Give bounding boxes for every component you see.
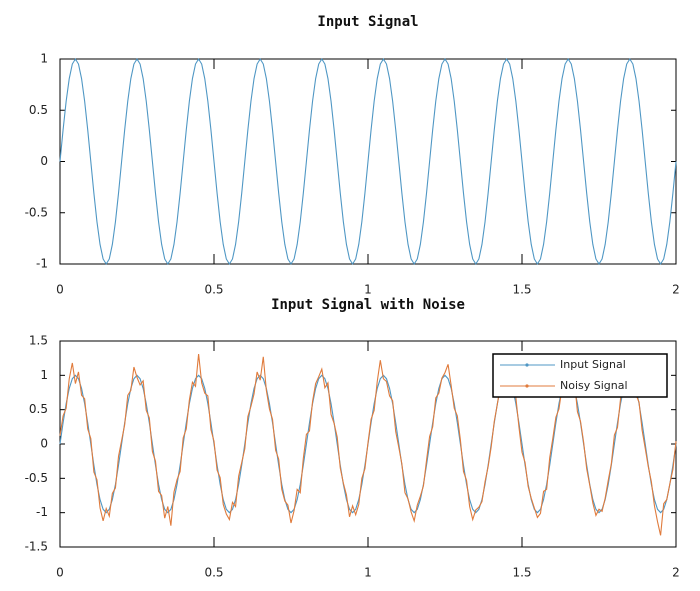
y-tick-label: -1.5 bbox=[25, 540, 48, 554]
x-tick-label: 2 bbox=[672, 283, 680, 297]
x-tick-label: 2 bbox=[672, 566, 680, 580]
y-tick-label: -0.5 bbox=[25, 471, 48, 485]
legend-marker bbox=[525, 363, 529, 367]
y-tick-label: 0 bbox=[40, 154, 48, 168]
chart-title: Input Signal bbox=[317, 14, 418, 30]
x-tick-label: 1.5 bbox=[512, 283, 531, 297]
x-tick-label: 0 bbox=[56, 566, 64, 580]
y-tick-label: -0.5 bbox=[25, 205, 48, 219]
x-tick-label: 0 bbox=[56, 283, 64, 297]
y-tick-label: -1 bbox=[36, 257, 48, 271]
y-tick-label: 0.5 bbox=[29, 402, 48, 416]
y-tick-label: 0.5 bbox=[29, 103, 48, 117]
y-tick-label: 1 bbox=[40, 52, 48, 66]
y-tick-label: -1 bbox=[36, 505, 48, 519]
legend-box bbox=[492, 353, 668, 398]
x-tick-label: 1.5 bbox=[512, 566, 531, 580]
x-tick-label: 0.5 bbox=[204, 566, 223, 580]
y-tick-label: 1.5 bbox=[29, 334, 48, 348]
x-tick-label: 0.5 bbox=[204, 283, 223, 297]
x-tick-label: 1 bbox=[364, 283, 372, 297]
chart-title: Input Signal with Noise bbox=[271, 297, 465, 313]
legend-label: Input Signal bbox=[560, 358, 626, 371]
y-tick-label: 0 bbox=[40, 437, 48, 451]
legend-label: Noisy Signal bbox=[560, 379, 628, 392]
legend-marker bbox=[525, 384, 529, 388]
y-tick-label: 1 bbox=[40, 368, 48, 382]
line-series bbox=[59, 57, 677, 266]
x-tick-label: 1 bbox=[364, 566, 372, 580]
